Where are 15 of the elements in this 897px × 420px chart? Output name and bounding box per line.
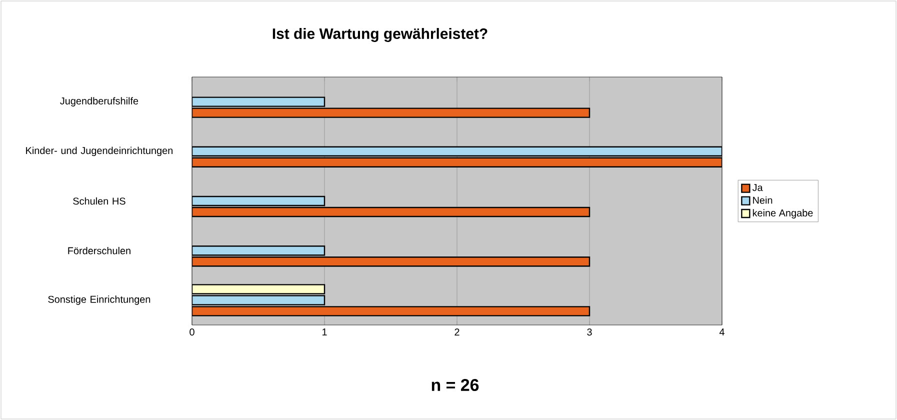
x-tick-label: 0 xyxy=(190,328,194,336)
x-tick-label: 2 xyxy=(454,328,460,336)
y-tick-label: Jugendberufshilfe xyxy=(60,97,138,106)
text: n = 26 xyxy=(432,379,479,391)
x-tick-label: 3 xyxy=(587,328,592,336)
y-tick-label: Sonstige Einrichtungen xyxy=(48,296,150,305)
chart-title: Ist die Wartung gewährleistet? xyxy=(272,28,488,42)
x-tick-label: 1 xyxy=(322,328,327,336)
y-tick-label: Kinder- und Jugendeinrichtungen xyxy=(26,146,172,156)
legend-label: Ja xyxy=(752,184,763,192)
y-tick-label: Förderschulen xyxy=(68,246,130,254)
y-tick-label: Schulen HS xyxy=(73,197,126,205)
legend-label: keine Angabe xyxy=(752,209,813,218)
legend-label: Nein xyxy=(753,196,772,204)
x-tick-label: 4 xyxy=(719,328,724,336)
